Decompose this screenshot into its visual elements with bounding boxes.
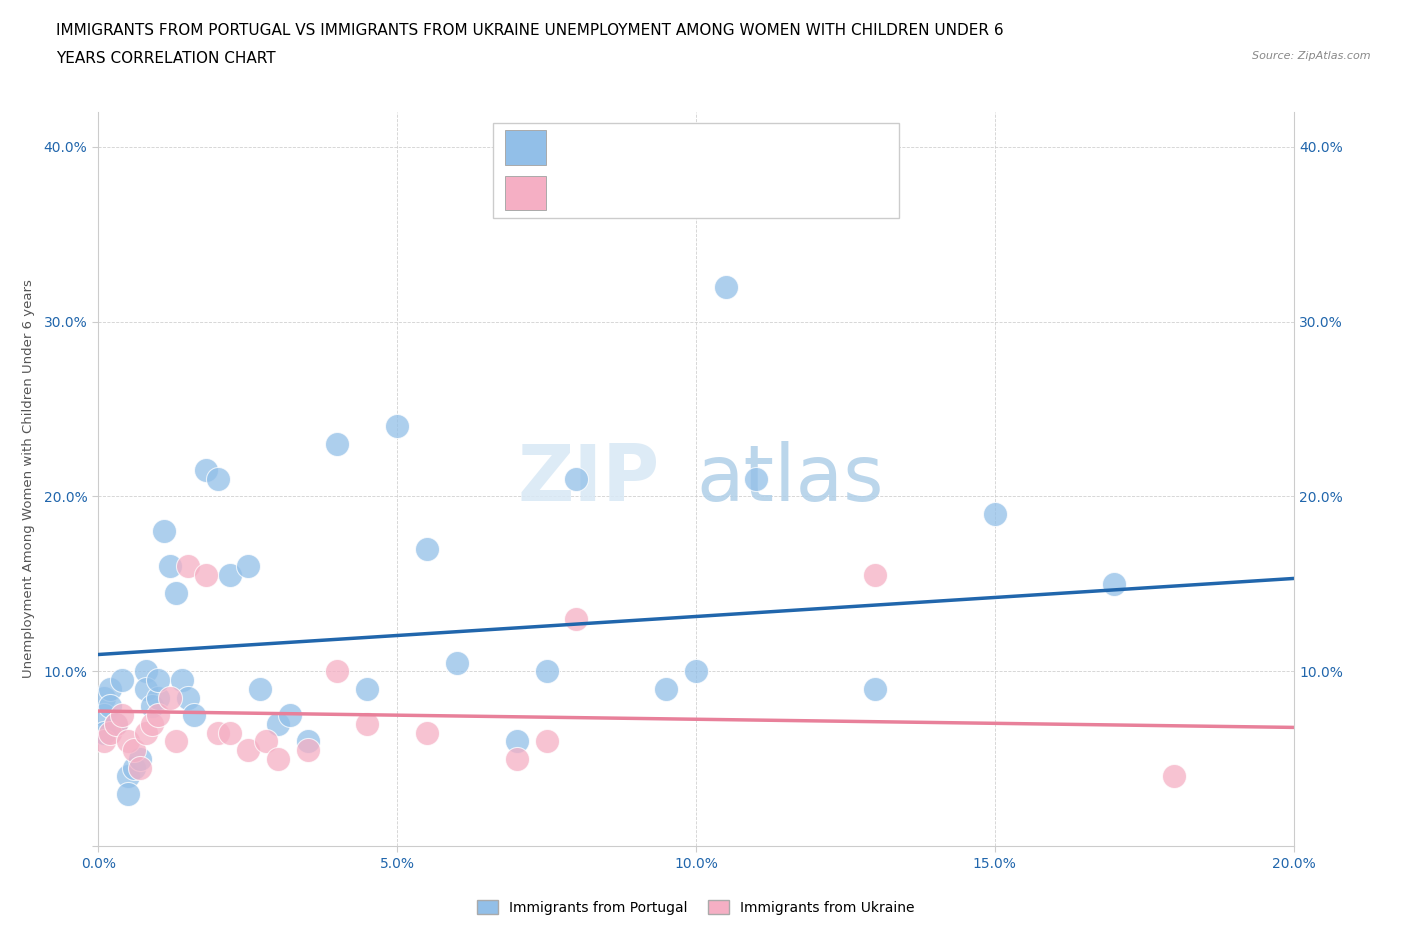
Point <box>446 656 468 671</box>
Point <box>93 734 115 749</box>
Point <box>1104 577 1126 591</box>
Point <box>159 559 181 574</box>
Point <box>297 743 319 758</box>
Point <box>219 567 242 582</box>
Point <box>129 760 152 775</box>
Point <box>105 716 128 731</box>
Point <box>172 672 194 687</box>
Point <box>249 682 271 697</box>
Point <box>207 472 229 486</box>
Point <box>148 708 170 723</box>
Point <box>153 524 176 538</box>
Point <box>865 682 887 697</box>
Point <box>135 682 157 697</box>
Point <box>714 279 737 294</box>
Point <box>655 682 678 697</box>
Point <box>565 611 588 626</box>
Point <box>195 567 218 582</box>
Point <box>267 751 290 766</box>
Point <box>745 472 768 486</box>
Point <box>565 472 588 486</box>
Point <box>536 734 558 749</box>
Point <box>865 567 887 582</box>
Point <box>165 734 187 749</box>
Point <box>135 664 157 679</box>
Point <box>278 708 301 723</box>
Point <box>207 725 229 740</box>
Point <box>195 463 218 478</box>
Point <box>93 690 115 705</box>
Point <box>506 734 529 749</box>
Point <box>356 716 378 731</box>
Point <box>124 760 146 775</box>
Text: Source: ZipAtlas.com: Source: ZipAtlas.com <box>1253 51 1371 61</box>
Point <box>326 436 349 451</box>
Point <box>685 664 707 679</box>
Point <box>141 699 163 714</box>
Text: IMMIGRANTS FROM PORTUGAL VS IMMIGRANTS FROM UKRAINE UNEMPLOYMENT AMONG WOMEN WIT: IMMIGRANTS FROM PORTUGAL VS IMMIGRANTS F… <box>56 23 1004 38</box>
Point <box>183 708 205 723</box>
Point <box>148 690 170 705</box>
Point <box>141 716 163 731</box>
Point <box>100 725 122 740</box>
Point <box>984 507 1007 522</box>
Point <box>177 559 200 574</box>
Point <box>129 751 152 766</box>
Point <box>267 716 290 731</box>
Point <box>506 751 529 766</box>
Point <box>117 769 139 784</box>
Point <box>219 725 242 740</box>
Point <box>326 664 349 679</box>
Text: ZIP: ZIP <box>517 441 661 517</box>
Point <box>159 690 181 705</box>
Point <box>297 734 319 749</box>
Point <box>105 716 128 731</box>
Point <box>385 419 409 434</box>
Point <box>416 725 439 740</box>
Point <box>536 664 558 679</box>
Point <box>111 672 134 687</box>
Point <box>356 682 378 697</box>
Point <box>100 682 122 697</box>
Point <box>100 699 122 714</box>
Y-axis label: Unemployment Among Women with Children Under 6 years: Unemployment Among Women with Children U… <box>22 280 35 678</box>
Point <box>93 725 115 740</box>
Point <box>148 672 170 687</box>
Point <box>177 690 200 705</box>
Point <box>124 743 146 758</box>
Point <box>165 585 187 600</box>
Point <box>254 734 277 749</box>
Point <box>1163 769 1185 784</box>
Point <box>416 541 439 556</box>
Point <box>117 734 139 749</box>
Point <box>93 708 115 723</box>
Text: atlas: atlas <box>696 441 883 517</box>
Point <box>117 787 139 802</box>
Point <box>236 743 259 758</box>
Text: YEARS CORRELATION CHART: YEARS CORRELATION CHART <box>56 51 276 66</box>
Legend: Immigrants from Portugal, Immigrants from Ukraine: Immigrants from Portugal, Immigrants fro… <box>471 895 921 920</box>
Point <box>236 559 259 574</box>
Point <box>135 725 157 740</box>
Point <box>111 708 134 723</box>
